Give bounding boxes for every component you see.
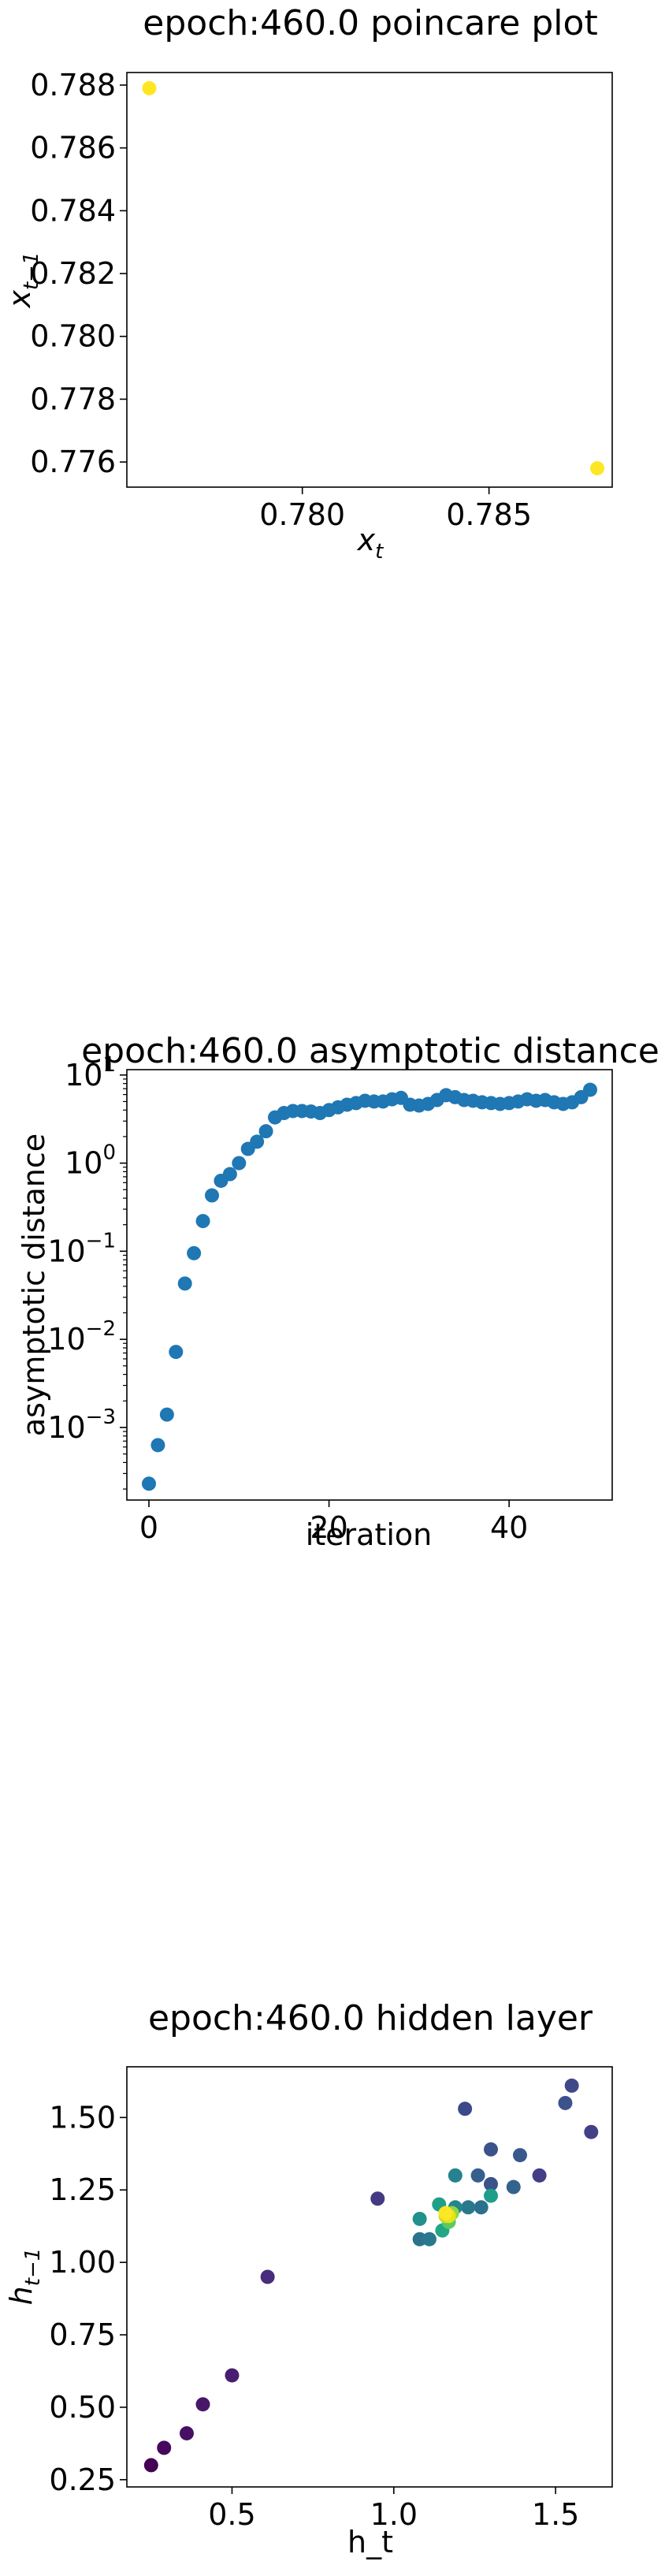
x-tick-label: 0 [139, 1510, 158, 1545]
data-point [250, 1134, 265, 1149]
y-tick-label: 10−2 [47, 1317, 116, 1357]
poincare-plot-chart: epoch:460.0 poincare plot 0.780 0.785 0.77… [2, 3, 613, 564]
y-tick-label: 101 [65, 1053, 116, 1093]
y-axis-label: asymptotic distance [17, 1134, 51, 1436]
data-point [222, 1167, 237, 1182]
y-tick-label: 0.784 [30, 193, 116, 228]
data-point [195, 2397, 210, 2412]
y-tick-label: 0.778 [30, 382, 116, 416]
data-point [474, 2200, 489, 2215]
chart-title: epoch:460.0 poincare plot [143, 3, 597, 43]
plot-frame [126, 72, 613, 488]
plot-frame [126, 1069, 613, 1501]
y-tick-label: 0.25 [49, 2462, 116, 2497]
data-point [564, 2078, 579, 2093]
y-axis-label: ht−1 [4, 2248, 45, 2306]
data-point [159, 1407, 174, 1422]
data-point [142, 1476, 156, 1491]
data-point [458, 2101, 473, 2116]
data-point [142, 80, 157, 95]
x-tick-label: 1.5 [532, 2497, 579, 2532]
y-tick-label: 0.50 [49, 2390, 116, 2425]
data-point [422, 2232, 437, 2247]
data-point [157, 2440, 172, 2455]
data-point [260, 2269, 275, 2284]
data-point [448, 2168, 463, 2183]
data-point [590, 461, 605, 476]
data-point [179, 2425, 194, 2440]
x-axis-label: h_t [347, 2525, 393, 2559]
data-point [150, 1438, 165, 1453]
y-tick-label: 1.25 [49, 2172, 116, 2207]
data-point [512, 2148, 527, 2163]
hidden-layer-chart: epoch:460.0 hidden layer 0.5 1.0 1.5 0.25 0.… [4, 1998, 613, 2559]
data-point [370, 2191, 385, 2206]
y-tick-label: 0.776 [30, 445, 116, 479]
chart-title: epoch:460.0 hidden layer [148, 1998, 593, 2038]
data-point [461, 2200, 476, 2215]
y-tick-label: 100 [65, 1141, 116, 1181]
data-point [438, 2206, 453, 2220]
data-point [558, 2095, 573, 2110]
data-point [412, 2232, 427, 2247]
x-tick-label: 20 [310, 1510, 347, 1545]
data-point [470, 2168, 485, 2183]
data-point [484, 2176, 498, 2191]
y-tick-label: 1.00 [49, 2245, 116, 2280]
y-axis-label: xt−1 [2, 251, 43, 308]
y-tick-label: 1.50 [49, 2100, 116, 2135]
y-tick-label: 10−3 [47, 1405, 116, 1445]
data-point [584, 2124, 599, 2139]
data-point [258, 1124, 273, 1139]
data-point [225, 2368, 240, 2383]
x-tick-label: 0.780 [259, 497, 345, 532]
data-point [195, 1214, 210, 1229]
y-tick-label: 0.786 [30, 131, 116, 166]
y-tick-label: 0.780 [30, 319, 116, 354]
x-tick-label: 0.785 [446, 497, 532, 532]
x-tick-label: 1.0 [370, 2497, 418, 2532]
y-tick-label: 10−1 [47, 1229, 116, 1268]
plot-frame [126, 2066, 613, 2488]
x-tick-label: 0.5 [208, 2497, 255, 2532]
chart-title: epoch:460.0 asymptotic distance [81, 1031, 659, 1071]
y-tick-label: 0.75 [49, 2317, 116, 2352]
y-tick-label: 0.782 [30, 256, 116, 291]
data-point [412, 2211, 427, 2226]
data-point [177, 1276, 192, 1291]
data-point [484, 2142, 498, 2157]
x-axis-label: iteration [306, 1517, 433, 1552]
x-tick-label: 40 [490, 1510, 528, 1545]
x-axis-label: xt [357, 523, 385, 564]
data-point [169, 1345, 184, 1360]
data-point [143, 2458, 158, 2473]
data-point [532, 2168, 547, 2183]
y-tick-label: 0.788 [30, 68, 116, 102]
data-point [484, 2188, 498, 2203]
data-point [187, 1245, 202, 1260]
asymptotic-distance-chart: epoch:460.0 asymptotic distance 0 20 40 10−… [17, 1031, 659, 1552]
data-point [583, 1082, 597, 1097]
data-point [205, 1188, 219, 1203]
data-point [506, 2180, 521, 2194]
data-point [232, 1156, 247, 1171]
